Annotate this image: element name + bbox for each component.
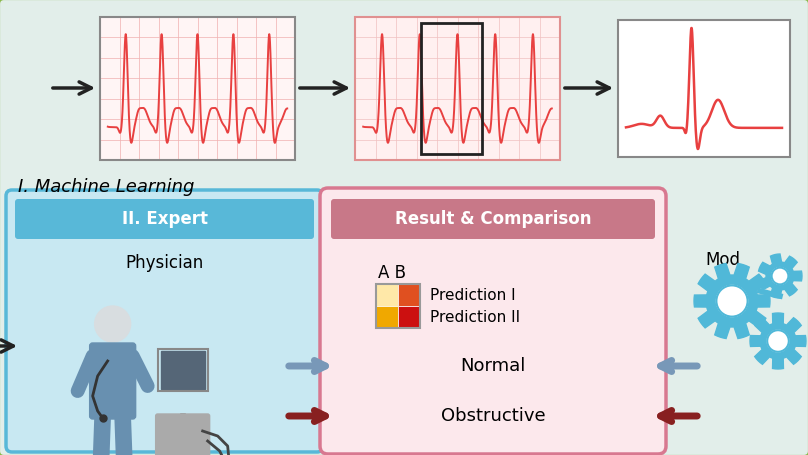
Circle shape <box>95 306 131 342</box>
Text: Obstructive: Obstructive <box>440 407 545 425</box>
Text: Mod: Mod <box>705 251 740 269</box>
Text: Normal: Normal <box>461 357 526 375</box>
Text: Prediction II: Prediction II <box>430 309 520 324</box>
Bar <box>355 17 560 160</box>
Circle shape <box>717 285 747 317</box>
FancyBboxPatch shape <box>331 199 655 239</box>
FancyBboxPatch shape <box>156 414 209 455</box>
Text: II. Expert: II. Expert <box>121 210 208 228</box>
Bar <box>355 17 560 160</box>
Bar <box>398 284 420 306</box>
Bar <box>100 17 295 160</box>
Polygon shape <box>759 254 802 298</box>
Bar <box>618 20 790 157</box>
Text: Prediction I: Prediction I <box>430 288 516 303</box>
Bar <box>161 351 204 389</box>
FancyBboxPatch shape <box>6 190 323 452</box>
Bar <box>398 306 420 328</box>
Bar <box>376 284 398 306</box>
Bar <box>100 17 295 160</box>
Text: I. Machine Learning: I. Machine Learning <box>18 178 195 196</box>
Text: Result & Comparison: Result & Comparison <box>395 210 591 228</box>
Circle shape <box>772 268 789 284</box>
FancyBboxPatch shape <box>320 188 666 454</box>
Polygon shape <box>694 263 770 339</box>
FancyBboxPatch shape <box>15 199 314 239</box>
Text: Physician: Physician <box>125 254 204 272</box>
Bar <box>158 349 208 391</box>
Circle shape <box>768 330 789 352</box>
Bar <box>376 306 398 328</box>
Bar <box>376 284 420 328</box>
Polygon shape <box>750 313 806 369</box>
Bar <box>421 23 482 154</box>
FancyBboxPatch shape <box>90 343 136 419</box>
Text: A B: A B <box>378 264 406 282</box>
